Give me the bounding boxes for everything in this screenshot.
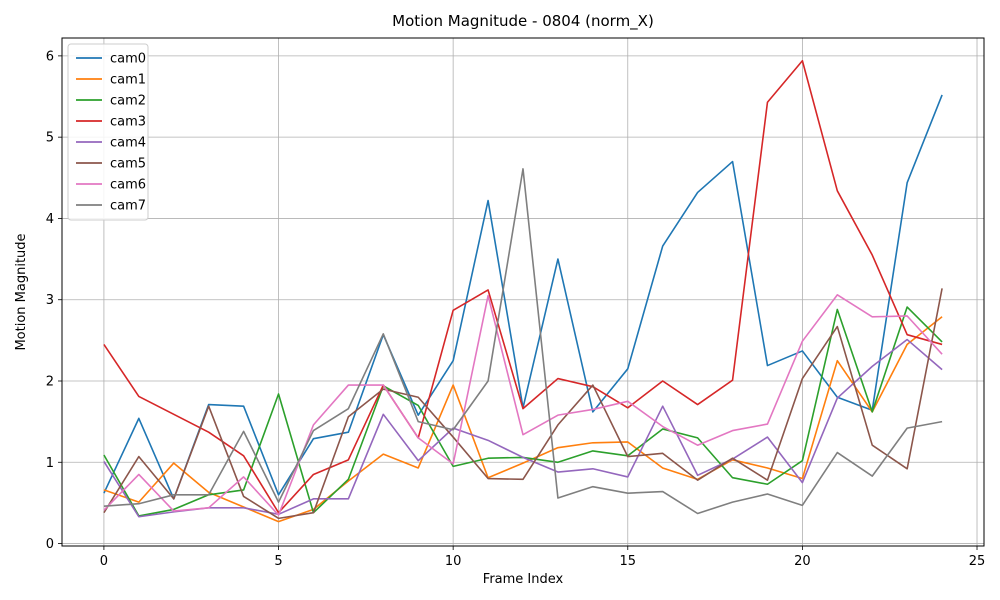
x-tick-label: 10 (445, 554, 462, 569)
legend-label-cam2: cam2 (110, 94, 146, 109)
y-tick-label: 5 (46, 131, 54, 146)
legend-label-cam4: cam4 (110, 136, 146, 151)
legend: cam0 cam1 cam2 cam3 cam4 cam5 cam6 cam7 (67, 43, 149, 221)
x-tick-label: 25 (969, 554, 986, 569)
y-axis-label: Motion Magnitude (14, 233, 29, 350)
y-tick-label: 2 (46, 375, 54, 390)
plot-frame (61, 37, 985, 547)
legend-label-cam6: cam6 (110, 178, 146, 193)
x-tick-label: 15 (619, 554, 636, 569)
chart-title: Motion Magnitude - 0804 (norm_X) (392, 12, 654, 31)
x-tick-label: 20 (794, 554, 811, 569)
x-axis-label: Frame Index (483, 572, 564, 587)
legend-label-cam7: cam7 (110, 199, 146, 214)
series-lines (103, 59, 943, 523)
legend-label-cam3: cam3 (110, 115, 146, 130)
series-line-cam6 (103, 294, 943, 516)
y-tick-label: 0 (46, 537, 54, 552)
y-tick-label: 1 (46, 456, 54, 471)
y-tick-label: 6 (46, 49, 54, 64)
x-tick-label: 0 (100, 554, 108, 569)
series-line-cam7 (103, 168, 943, 515)
series-line-cam1 (103, 316, 943, 523)
x-tick-label: 5 (274, 554, 282, 569)
legend-label-cam1: cam1 (110, 73, 146, 88)
grid-lines (62, 38, 984, 546)
legend-label-cam5: cam5 (110, 157, 146, 172)
legend-box (67, 43, 149, 221)
series-line-cam4 (103, 338, 943, 518)
series-line-cam3 (103, 59, 943, 514)
legend-label-cam0: cam0 (110, 52, 146, 67)
y-tick-label: 3 (46, 293, 54, 308)
series-line-cam5 (103, 288, 943, 520)
y-tick-label: 4 (46, 212, 54, 227)
axis-ticks: 0 5 10 15 20 25 0 1 2 3 4 5 6 (46, 49, 986, 569)
